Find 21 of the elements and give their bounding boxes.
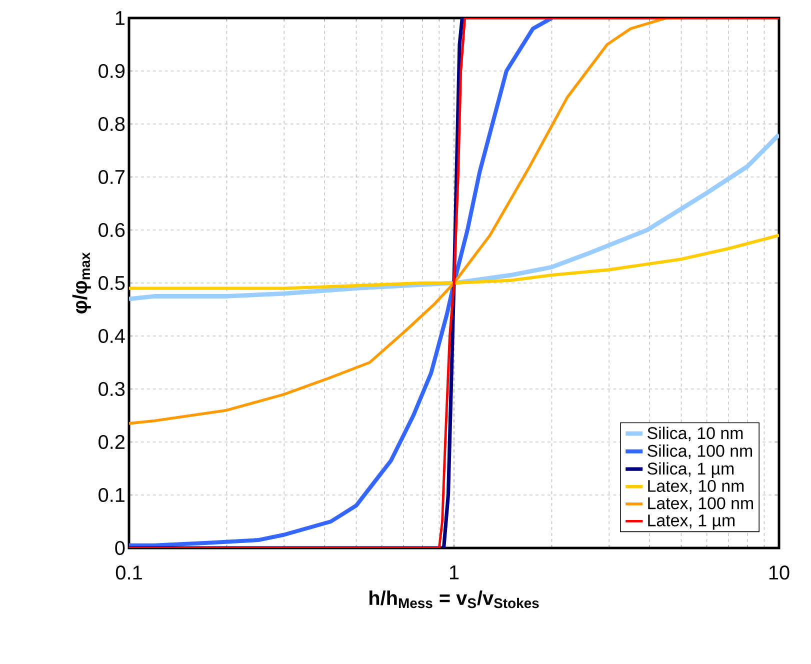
y-tick-label: 0.8 xyxy=(98,116,125,132)
x-axis-title: h/h$_{Mess}$ = v$_{S}$/v$_{Stokes}$ xyxy=(370,590,539,608)
y-tick-label: 0.7 xyxy=(98,170,124,184)
legend-label: Silica, 100 nm xyxy=(648,444,752,459)
y-tick-label: 0.3 xyxy=(98,382,125,396)
y-tick-label: 0.5 xyxy=(98,276,125,290)
y-tick-label: 0.4 xyxy=(98,328,125,344)
y-tick-label: 0.6 xyxy=(98,222,125,238)
legend-label: Silica, 10 nm xyxy=(648,426,743,442)
y-tick-label: 0.9 xyxy=(98,64,125,78)
legend-label: Latex, 1 µm xyxy=(648,514,734,530)
x-tick-label: 10 xyxy=(769,566,790,580)
y-tick-label: 0.1 xyxy=(98,488,125,502)
y-tick-label: 0 xyxy=(115,540,125,556)
legend-label: Silica, 1 µm xyxy=(648,462,734,478)
y-tick-label: 1 xyxy=(116,11,125,25)
y-tick-label: 0.2 xyxy=(98,434,124,450)
legend-label: Latex, 10 nm xyxy=(648,480,744,494)
x-tick-label: 1 xyxy=(450,566,459,580)
y-axis-title: φ/φ$_{max}$ xyxy=(72,252,91,314)
legend-label: Latex, 100 nm xyxy=(648,497,753,512)
